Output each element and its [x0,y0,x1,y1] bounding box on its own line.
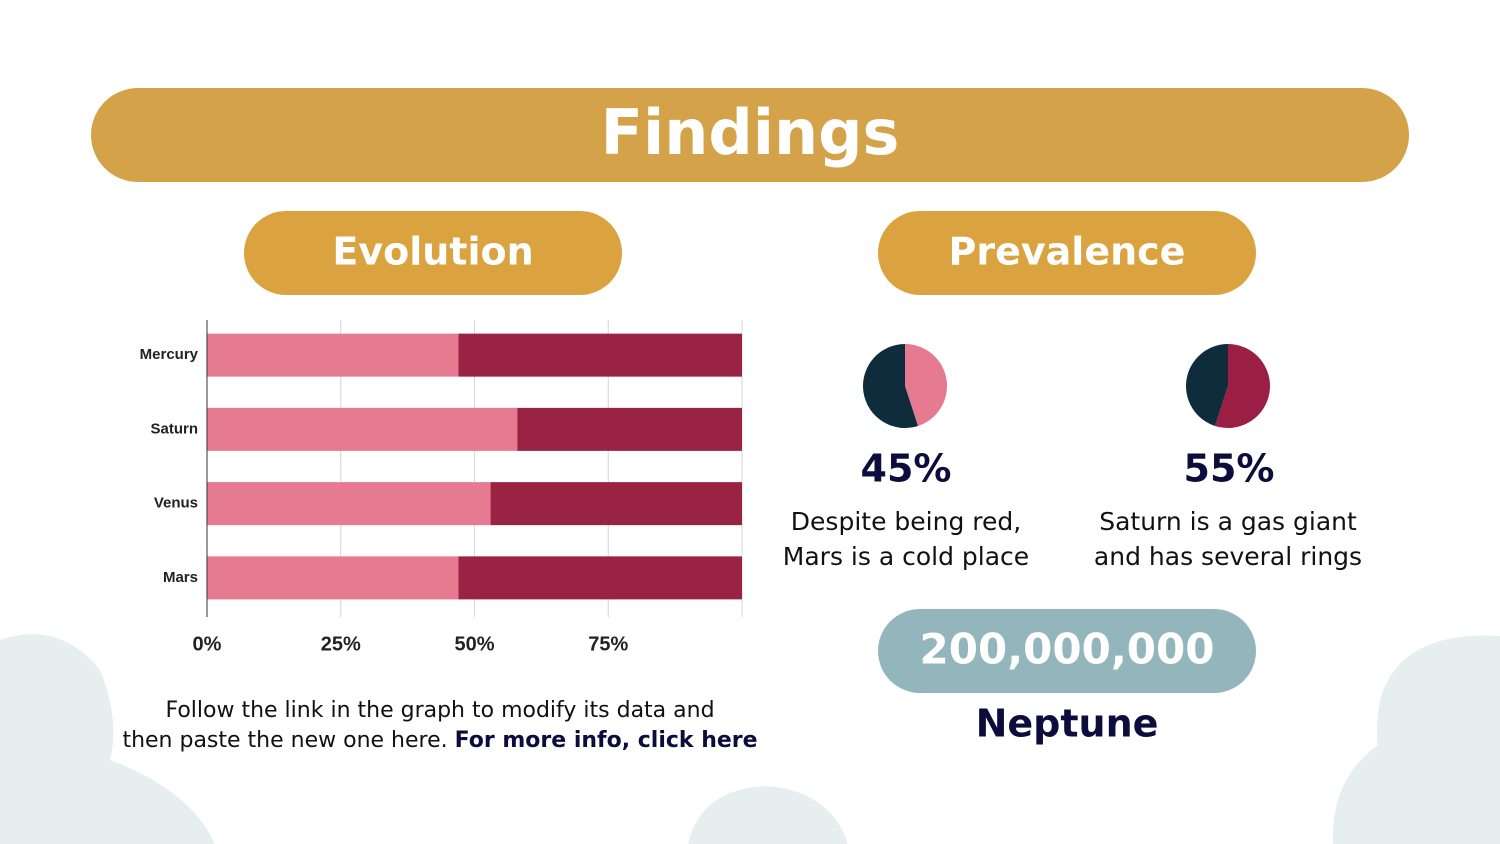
bar-segment [207,333,459,377]
y-tick-label: Venus [154,495,198,512]
x-tick-label: 25% [321,633,361,655]
y-tick-label: Saturn [150,420,198,437]
description: and has several rings [1094,542,1362,571]
bar-segment [458,556,742,600]
bar-segment [207,482,491,526]
description: Mars is a cold place [783,542,1029,571]
x-tick-label: 50% [454,633,494,655]
pie-slice [1186,343,1228,426]
footer-text: Follow the link in the graph to modify i… [165,698,714,723]
bar-segment [490,482,742,526]
value-label: 45% [861,447,952,491]
footer-link[interactable]: For more info, click here [455,728,758,753]
footer-text: then paste the new one here. For more in… [122,728,757,753]
value-label: 55% [1184,447,1275,491]
footer-text: then paste the new one here. [122,728,447,753]
highlight-number: 200,000,000 [920,625,1215,674]
section-pill [244,211,622,295]
x-tick-label: 75% [588,633,628,655]
y-tick-label: Mercury [140,346,199,363]
bar-segment [207,407,518,451]
x-tick-label: 0% [193,633,222,655]
description: Despite being red, [791,507,1021,536]
slide-title: Findings [601,96,900,169]
pie-slice [1215,344,1270,428]
pie-slice [905,344,948,426]
section-heading: Prevalence [949,230,1186,274]
background-clouds [0,634,1500,844]
bar-segment [517,407,742,451]
bar-segment [458,333,742,377]
section-heading: Evolution [332,230,533,274]
description: Saturn is a gas giant [1099,507,1357,536]
bar-segment [207,556,459,600]
highlight-pill [878,609,1256,693]
pie-slice [863,344,918,428]
title-bar [91,88,1409,182]
y-tick-label: Mars [163,569,198,586]
section-pill [878,211,1256,295]
highlight-label: Neptune [976,702,1159,746]
